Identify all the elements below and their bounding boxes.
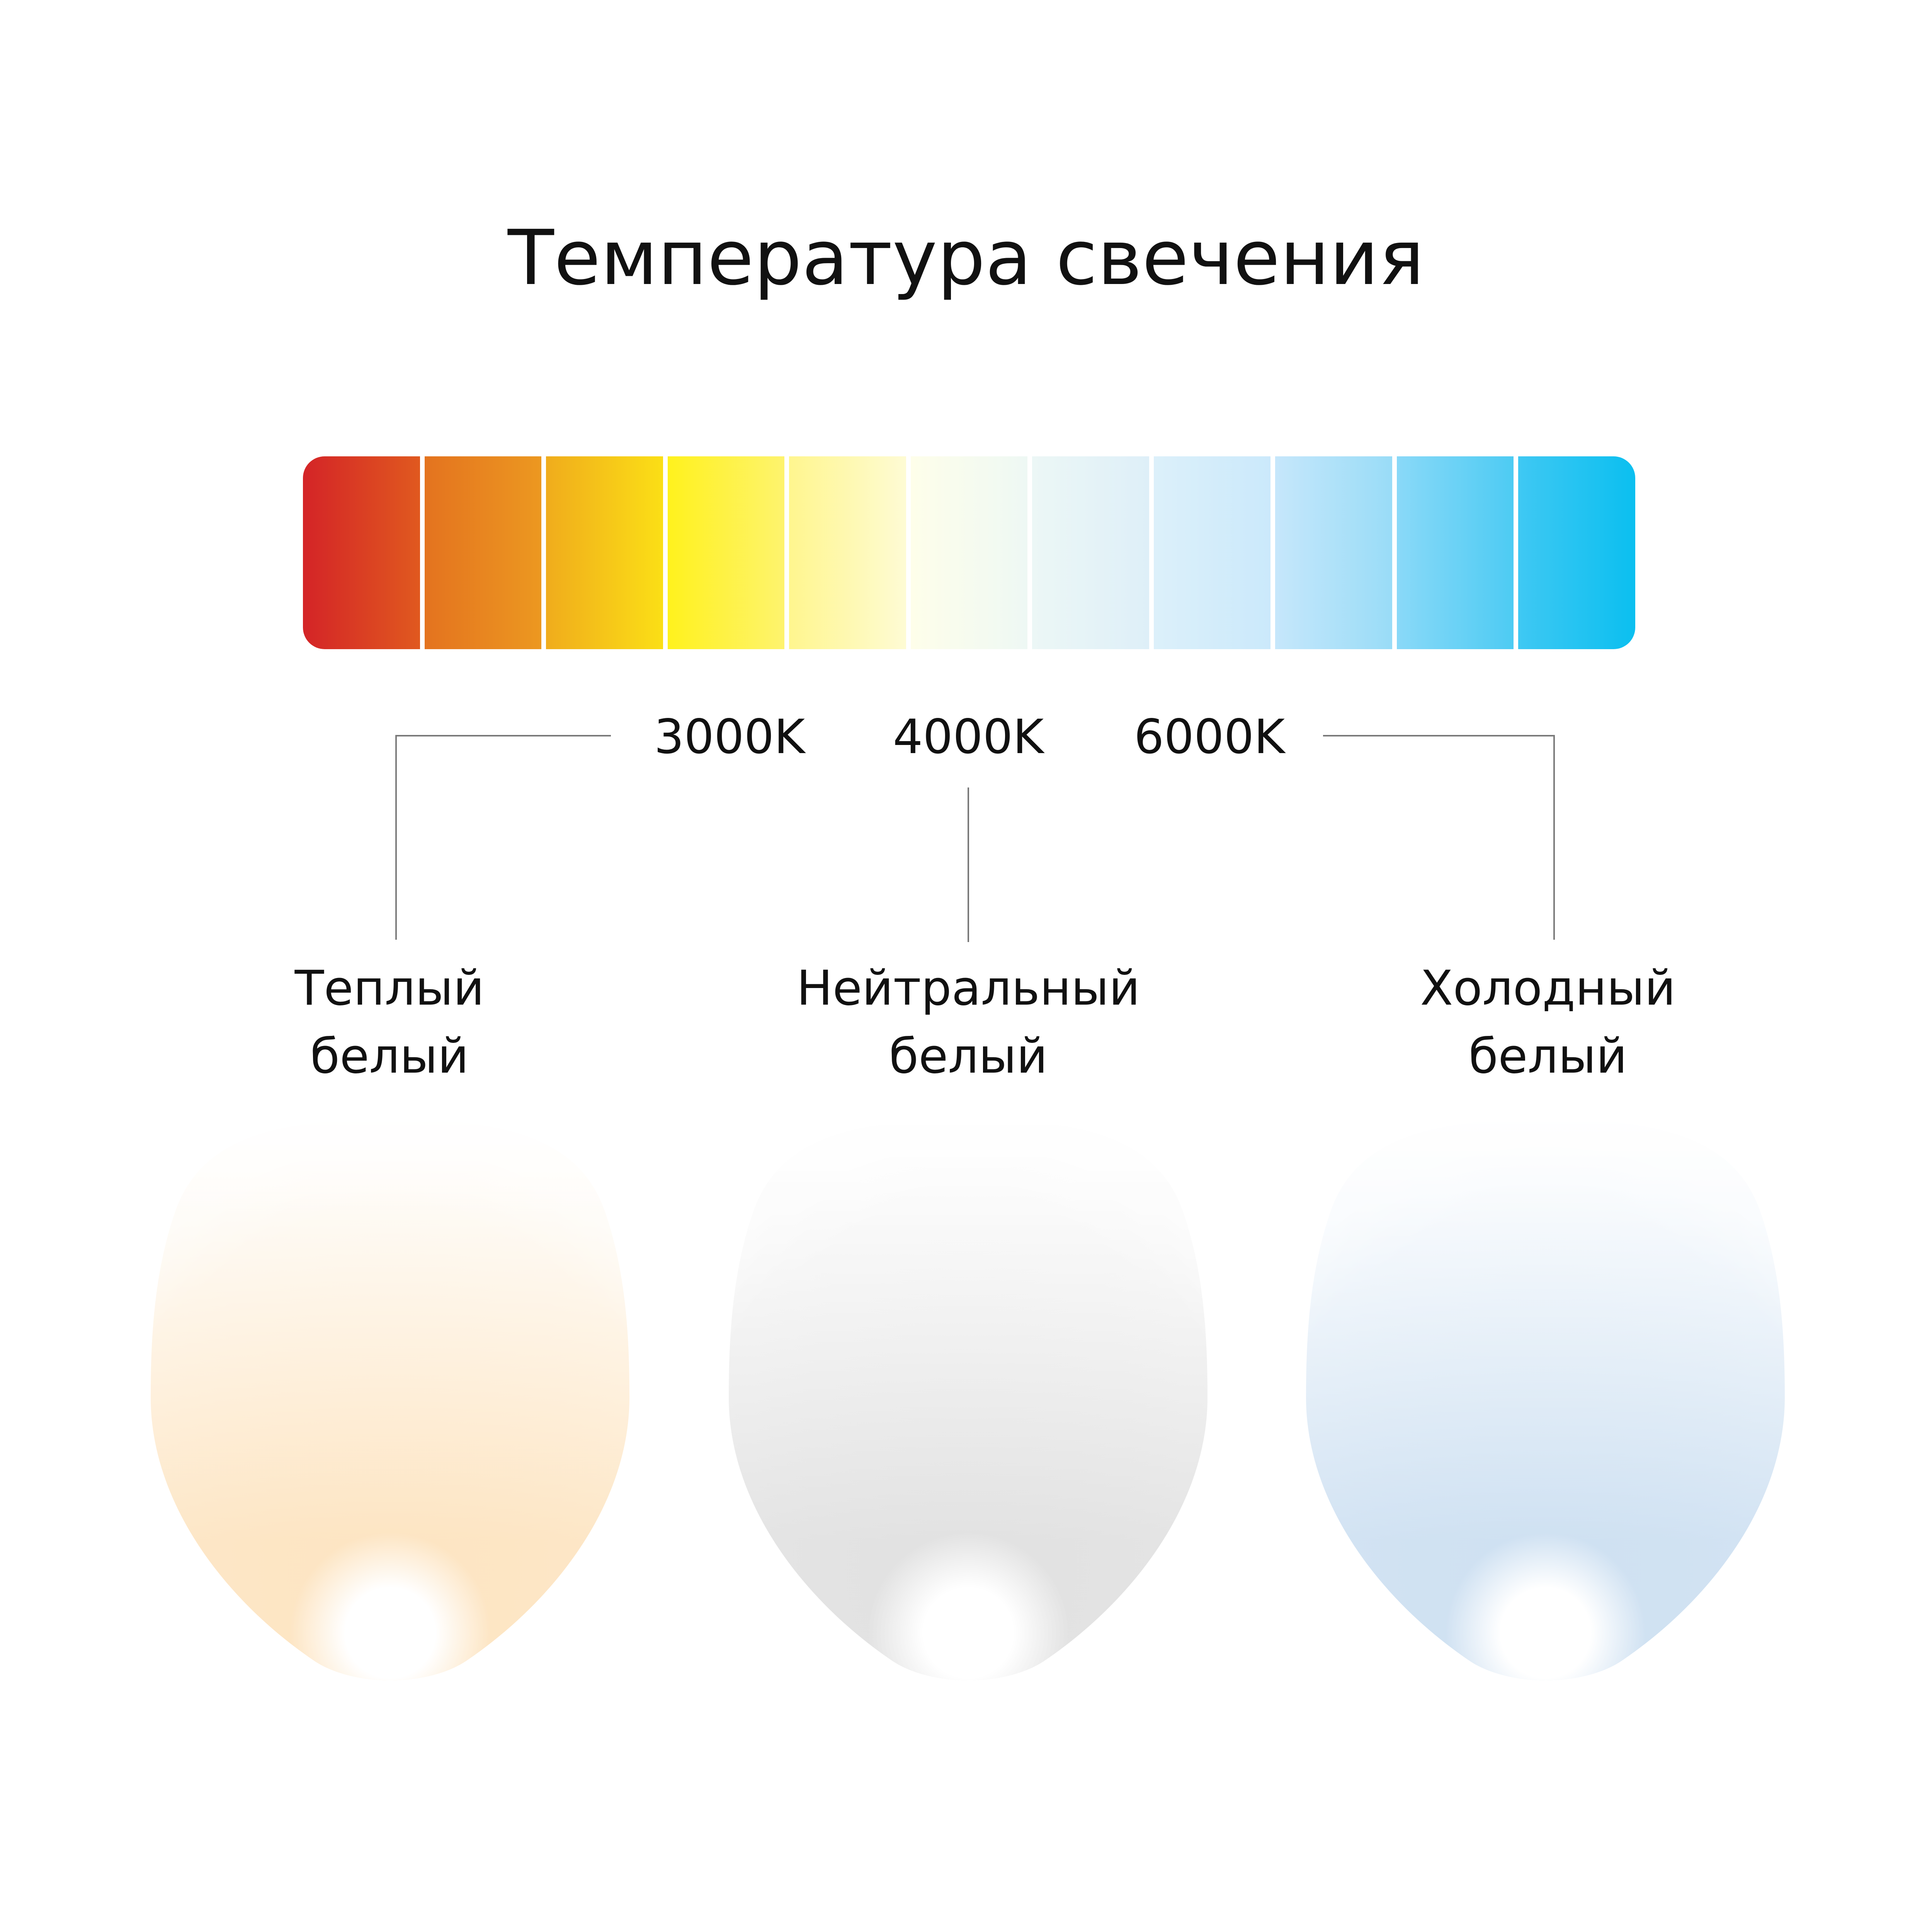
cold-light-blob (1306, 1119, 1785, 1680)
blob-glow (151, 1119, 629, 1680)
color-temperature-scale (303, 456, 1635, 649)
blob-glow (1306, 1119, 1785, 1680)
page-title: Температура свечения (507, 214, 1425, 302)
scale-segment (1518, 456, 1635, 649)
scale-segment (1032, 456, 1149, 649)
group-label-line1: Холодный (1420, 961, 1676, 1016)
warm-light-blob (151, 1119, 629, 1680)
connector-warm-vertical (395, 735, 397, 940)
label-3000k: 3000K (654, 709, 805, 764)
connector-cold-vertical (1553, 735, 1555, 940)
neutral-light-blob (729, 1119, 1208, 1680)
connector-neutral-vertical (968, 787, 969, 942)
group-label-line1: Теплый (294, 961, 485, 1016)
group-label-warm: Теплый белый (177, 954, 602, 1090)
scale-segment (789, 456, 906, 649)
scale-segment (1153, 456, 1271, 649)
group-label-line2: белый (889, 1029, 1048, 1084)
scale-segment (546, 456, 663, 649)
group-label-line2: белый (1468, 1029, 1628, 1084)
group-label-line1: Нейтральный (796, 961, 1140, 1016)
scale-segment (1396, 456, 1514, 649)
blob-glow (729, 1119, 1208, 1680)
group-label-cold: Холодный белый (1335, 954, 1760, 1090)
connector-cold-horizontal (1323, 735, 1555, 736)
label-6000k: 6000K (1134, 709, 1285, 764)
group-label-line2: белый (310, 1029, 469, 1084)
scale-segment (1275, 456, 1392, 649)
connector-warm-horizontal (395, 735, 611, 736)
label-4000k: 4000K (893, 709, 1044, 764)
scale-segment (667, 456, 785, 649)
scale-segment (303, 456, 420, 649)
scale-segment (424, 456, 542, 649)
group-label-neutral: Нейтральный белый (756, 954, 1181, 1090)
scale-segment (910, 456, 1028, 649)
